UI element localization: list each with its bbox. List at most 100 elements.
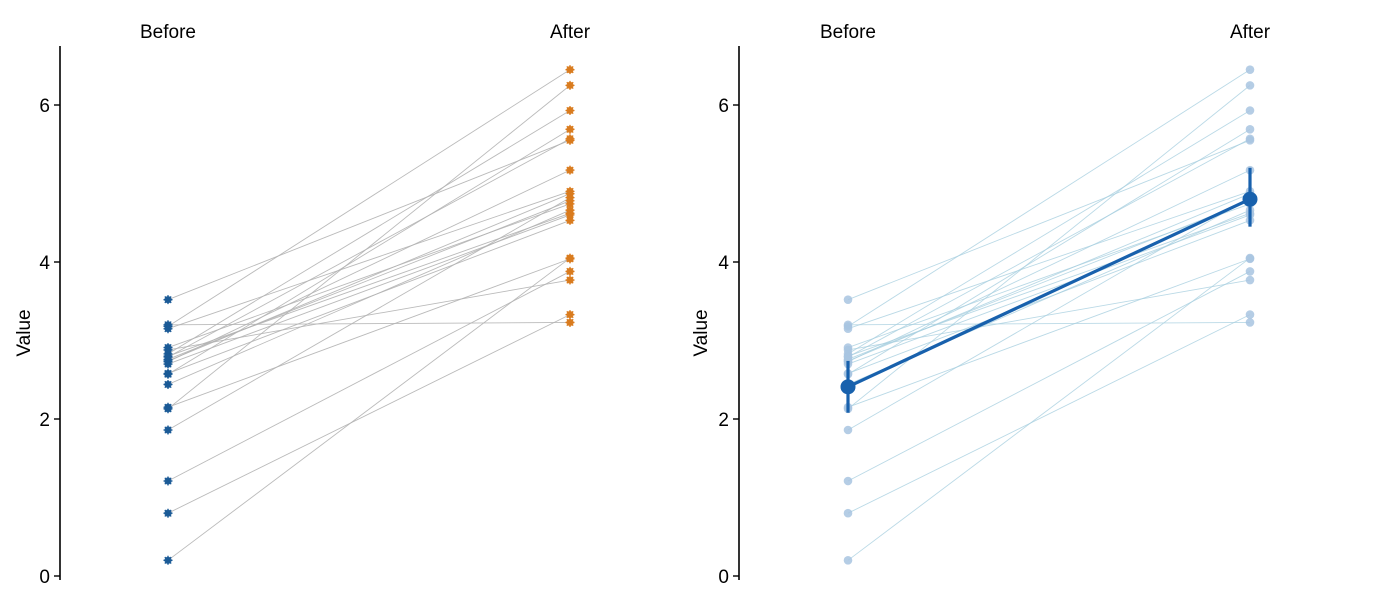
after-point-spokes: [565, 196, 575, 206]
y-tick-label: 4: [718, 253, 729, 274]
after-point: [1245, 106, 1255, 115]
pair-line: [167, 69, 571, 327]
right-panel: 0 2 4 6 Value Before After: [691, 22, 1271, 588]
after-point-spokes: [565, 105, 575, 115]
pair-line: [847, 190, 1251, 330]
after-point: [1245, 310, 1255, 319]
after-point-spokes: [565, 275, 575, 285]
after-point: [1245, 318, 1255, 327]
pair-line: [167, 169, 571, 363]
y-tick-label: 6: [39, 96, 50, 117]
summary-mean-point: [840, 379, 856, 395]
pair-line: [847, 321, 1251, 326]
pair-line: [167, 271, 571, 482]
pair-line: [847, 314, 1251, 514]
pair-line: [847, 139, 1251, 301]
after-point-spokes: [565, 310, 575, 320]
before-point: [843, 425, 853, 435]
before-point-spokes: [163, 359, 173, 369]
pair-line: [167, 197, 571, 431]
before-point-spokes: [163, 345, 173, 355]
summary-mean-line: [847, 197, 1251, 389]
pair-line: [847, 110, 1251, 355]
pair-line: [167, 214, 571, 365]
pair-line: [847, 257, 1251, 561]
after-point-spokes: [565, 134, 575, 144]
pair-line: [847, 69, 1251, 327]
after-point: [1245, 275, 1255, 285]
after-point: [1245, 65, 1255, 74]
pair-line: [847, 169, 1251, 363]
pair-line: [847, 200, 1251, 360]
before-point-spokes: [163, 369, 173, 379]
category-label-before: Before: [820, 22, 876, 43]
pair-line: [167, 138, 571, 358]
before-point-spokes: [163, 555, 173, 565]
pair-line: [847, 197, 1251, 431]
after-point-spokes: [565, 210, 575, 220]
y-tick-label: 2: [718, 410, 729, 431]
before-point: [843, 508, 853, 518]
after-point-spokes: [565, 205, 575, 215]
pair-line: [167, 257, 571, 561]
after-point-spokes: [565, 65, 575, 75]
pair-line: [167, 314, 571, 514]
after-point: [1245, 125, 1255, 134]
pair-line: [167, 85, 571, 410]
before-point: [843, 295, 853, 304]
after-point: [1245, 267, 1255, 276]
before-point-spokes: [163, 425, 173, 435]
pair-line: [847, 271, 1251, 482]
pair-line: [167, 128, 571, 375]
pair-line: [167, 258, 571, 408]
before-point-spokes: [163, 324, 173, 334]
before-point-spokes: [163, 476, 173, 486]
pair-line: [167, 279, 571, 351]
before-point-spokes: [163, 379, 173, 389]
category-label-after: After: [1230, 22, 1271, 43]
y-axis-label: Value: [691, 309, 712, 356]
pair-line: [847, 203, 1251, 348]
before-point-spokes: [163, 295, 173, 305]
after-point-spokes: [565, 266, 575, 276]
y-tick-label: 0: [39, 567, 50, 588]
pair-line: [167, 212, 571, 357]
after-point-spokes: [565, 253, 575, 263]
pair-line: [167, 190, 571, 330]
pair-line: [847, 258, 1251, 408]
pair-line: [167, 110, 571, 355]
y-tick-label: 2: [39, 410, 50, 431]
pair-line: [847, 279, 1251, 351]
before-point: [843, 345, 853, 355]
after-point-spokes: [565, 124, 575, 134]
after-point-spokes: [565, 80, 575, 90]
after-point-spokes: [565, 165, 575, 175]
before-point-spokes: [163, 404, 173, 414]
y-axis-label: Value: [14, 309, 35, 356]
category-label-before: Before: [140, 22, 196, 43]
before-point-spokes: [163, 508, 173, 518]
pair-line: [847, 138, 1251, 358]
before-point: [843, 324, 853, 334]
before-point: [843, 556, 853, 565]
category-label-after: After: [550, 22, 591, 43]
before-point: [843, 476, 853, 486]
after-point: [1245, 134, 1255, 144]
after-point: [1245, 81, 1255, 90]
pair-line: [847, 214, 1251, 365]
after-point-spokes: [565, 317, 575, 327]
y-tick-label: 4: [39, 253, 50, 274]
before-point-spokes: [163, 352, 173, 362]
summary-mean-point: [1242, 191, 1258, 207]
pair-line: [167, 321, 571, 326]
pair-line: [167, 139, 571, 301]
pair-line: [167, 203, 571, 348]
y-tick-label: 0: [718, 567, 729, 588]
after-point-spokes: [565, 215, 575, 225]
y-tick-label: 6: [718, 96, 729, 117]
pair-line: [167, 200, 571, 360]
after-point: [1245, 253, 1255, 263]
left-panel: 0 2 4 6 Value Before After: [14, 22, 591, 588]
